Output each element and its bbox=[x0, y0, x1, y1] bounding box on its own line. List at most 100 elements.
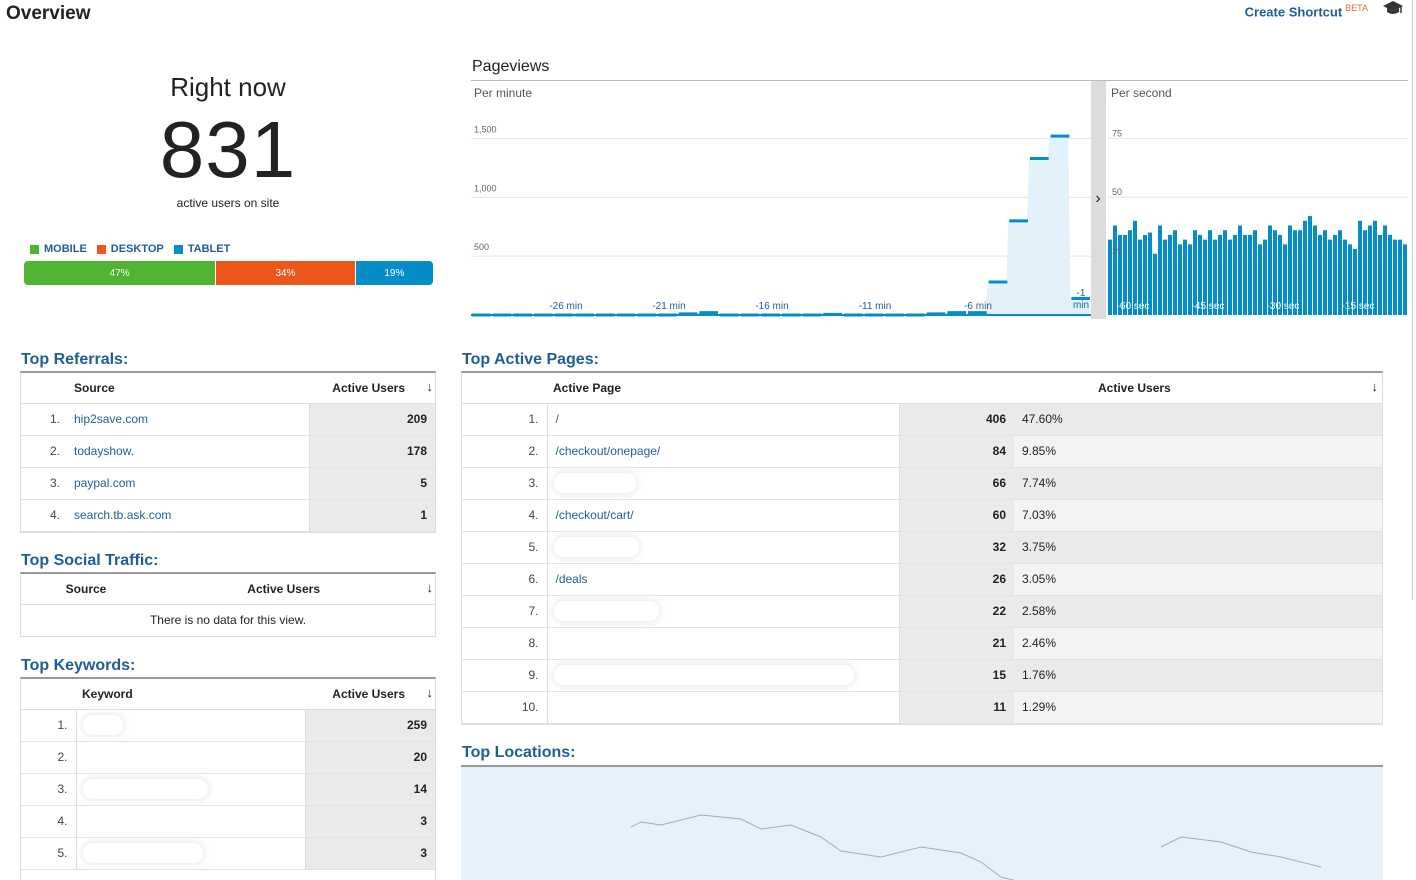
rank: 3. bbox=[21, 773, 76, 806]
table-row: 3. paypal.com 5 bbox=[21, 467, 435, 500]
desktop-segment[interactable]: 34% bbox=[216, 261, 356, 285]
create-shortcut-link[interactable]: Create Shortcut BETA bbox=[1245, 3, 1368, 19]
keywords-table: Keyword Active Users 1. 259 2. 20 3. 14 … bbox=[20, 677, 436, 880]
legend-tablet: TABLET bbox=[173, 243, 230, 255]
y-tick-label: 1,500 bbox=[474, 125, 497, 135]
percent-value: 7.03% bbox=[1014, 499, 1382, 532]
per-second-bar bbox=[1108, 239, 1112, 315]
x-tick-label: -16 min bbox=[755, 301, 788, 312]
percent-value: 47.60% bbox=[1014, 403, 1382, 436]
rank: 2. bbox=[462, 435, 547, 468]
per-second-bar bbox=[1143, 234, 1147, 315]
sort-arrow-icon[interactable]: ↓ bbox=[426, 379, 434, 394]
keywords-keyword-header[interactable]: Keyword bbox=[76, 679, 305, 710]
page-scrollbar[interactable] bbox=[1412, 0, 1416, 600]
x-tick-label: -21 min bbox=[652, 301, 685, 312]
pages-users-header[interactable]: Active Users bbox=[1014, 373, 1382, 404]
beta-badge: BETA bbox=[1345, 3, 1368, 13]
per-second-bar bbox=[1228, 239, 1232, 315]
keyword-cell[interactable] bbox=[75, 805, 305, 838]
pages-page-header[interactable]: Active Page bbox=[547, 373, 899, 404]
page-link[interactable]: /checkout/onepage/ bbox=[546, 435, 899, 468]
page-link[interactable]: / bbox=[546, 403, 899, 436]
mobile-swatch bbox=[30, 244, 39, 254]
page-link[interactable] bbox=[546, 627, 899, 660]
x-tick-label: -15 sec bbox=[1342, 301, 1375, 312]
page-link[interactable] bbox=[546, 595, 899, 628]
rank: 4. bbox=[462, 499, 547, 532]
active-users-value: 21 bbox=[898, 627, 1014, 660]
sort-arrow-icon[interactable]: ↓ bbox=[426, 685, 434, 700]
page-link[interactable]: /checkout/cart/ bbox=[546, 499, 899, 532]
locations-map[interactable] bbox=[461, 765, 1383, 880]
referrals-source-header[interactable]: Source bbox=[68, 373, 309, 404]
tablet-segment[interactable]: 19% bbox=[355, 261, 433, 285]
sort-arrow-icon[interactable]: ↓ bbox=[1371, 379, 1379, 394]
per-second-bar bbox=[1403, 244, 1407, 315]
active-users-value: 66 bbox=[898, 467, 1014, 500]
rank: 5. bbox=[21, 837, 76, 870]
keyword-cell[interactable] bbox=[75, 709, 305, 742]
pageviews-svg: Per minute 500 1,000 1,500 -26 min -21 min -16… bbox=[471, 81, 1408, 319]
table-row: 4. search.tb.ask.com 1 bbox=[21, 499, 435, 532]
redacted-text bbox=[82, 715, 123, 735]
sort-arrow-icon[interactable]: ↓ bbox=[426, 580, 434, 595]
rank: 3. bbox=[462, 467, 547, 500]
keyword-cell[interactable] bbox=[75, 741, 305, 774]
per-second-bar bbox=[1133, 220, 1137, 315]
active-users-value: 32 bbox=[898, 531, 1014, 564]
page-link[interactable] bbox=[546, 691, 899, 724]
referrals-users-header[interactable]: Active Users bbox=[309, 373, 435, 404]
pages-title: Top Active Pages: bbox=[462, 351, 599, 368]
graduation-cap-icon[interactable] bbox=[1382, 0, 1404, 16]
per-minute-label: Per minute bbox=[474, 86, 532, 100]
table-row: 5. 32 3.75% bbox=[462, 531, 1382, 564]
referral-source-link[interactable]: paypal.com bbox=[68, 467, 309, 500]
rank: 8. bbox=[462, 627, 547, 660]
active-users-value: 406 bbox=[898, 403, 1014, 436]
per-second-bar bbox=[1308, 216, 1312, 315]
per-second-bar bbox=[1223, 230, 1227, 315]
keyword-cell[interactable] bbox=[75, 773, 305, 806]
per-second-bar bbox=[1258, 244, 1262, 315]
referral-source-link[interactable]: search.tb.ask.com bbox=[68, 499, 309, 532]
per-second-bar bbox=[1393, 239, 1397, 315]
active-users-value: 26 bbox=[898, 563, 1014, 596]
page-link[interactable]: /deals bbox=[546, 563, 899, 596]
table-row: 2. 20 bbox=[21, 741, 435, 774]
table-row: 1. / 406 47.60% bbox=[462, 403, 1382, 436]
per-second-bar bbox=[1323, 230, 1327, 315]
referral-source-link[interactable]: hip2save.com bbox=[68, 403, 309, 436]
keyword-cell[interactable] bbox=[75, 837, 305, 870]
per-second-bar bbox=[1153, 253, 1157, 315]
page-link[interactable] bbox=[546, 467, 899, 500]
mobile-segment[interactable]: 47% bbox=[24, 261, 217, 285]
active-users-value: 14 bbox=[304, 773, 435, 806]
redacted-text bbox=[553, 537, 639, 557]
x-tick-label: -45 sec bbox=[1192, 301, 1225, 312]
y-tick-label: 75 bbox=[1112, 128, 1122, 138]
per-second-bar bbox=[1378, 234, 1382, 315]
social-users-header[interactable]: Active Users bbox=[121, 574, 435, 605]
page-link[interactable] bbox=[546, 659, 899, 692]
social-title: Top Social Traffic: bbox=[21, 552, 159, 569]
per-second-bar bbox=[1243, 234, 1247, 315]
referral-source-link[interactable]: todayshow. bbox=[68, 435, 309, 468]
per-second-bar bbox=[1163, 239, 1167, 315]
social-source-header[interactable]: Source bbox=[21, 574, 121, 605]
per-second-bar bbox=[1338, 230, 1342, 315]
per-second-bar bbox=[1318, 234, 1322, 315]
per-second-bar bbox=[1288, 225, 1292, 315]
per-second-bar bbox=[1168, 234, 1172, 315]
per-second-bar bbox=[1198, 234, 1202, 315]
per-second-bar bbox=[1358, 220, 1362, 315]
active-users-value: 3 bbox=[304, 837, 435, 870]
per-second-bar bbox=[1118, 234, 1122, 315]
active-users-count: 831 bbox=[159, 105, 297, 194]
page-link[interactable] bbox=[546, 531, 899, 564]
per-second-bar bbox=[1328, 239, 1332, 315]
pageviews-area bbox=[471, 136, 1091, 315]
keywords-users-header[interactable]: Active Users bbox=[305, 679, 435, 710]
desktop-swatch bbox=[96, 244, 106, 254]
rank: 1. bbox=[21, 403, 68, 436]
